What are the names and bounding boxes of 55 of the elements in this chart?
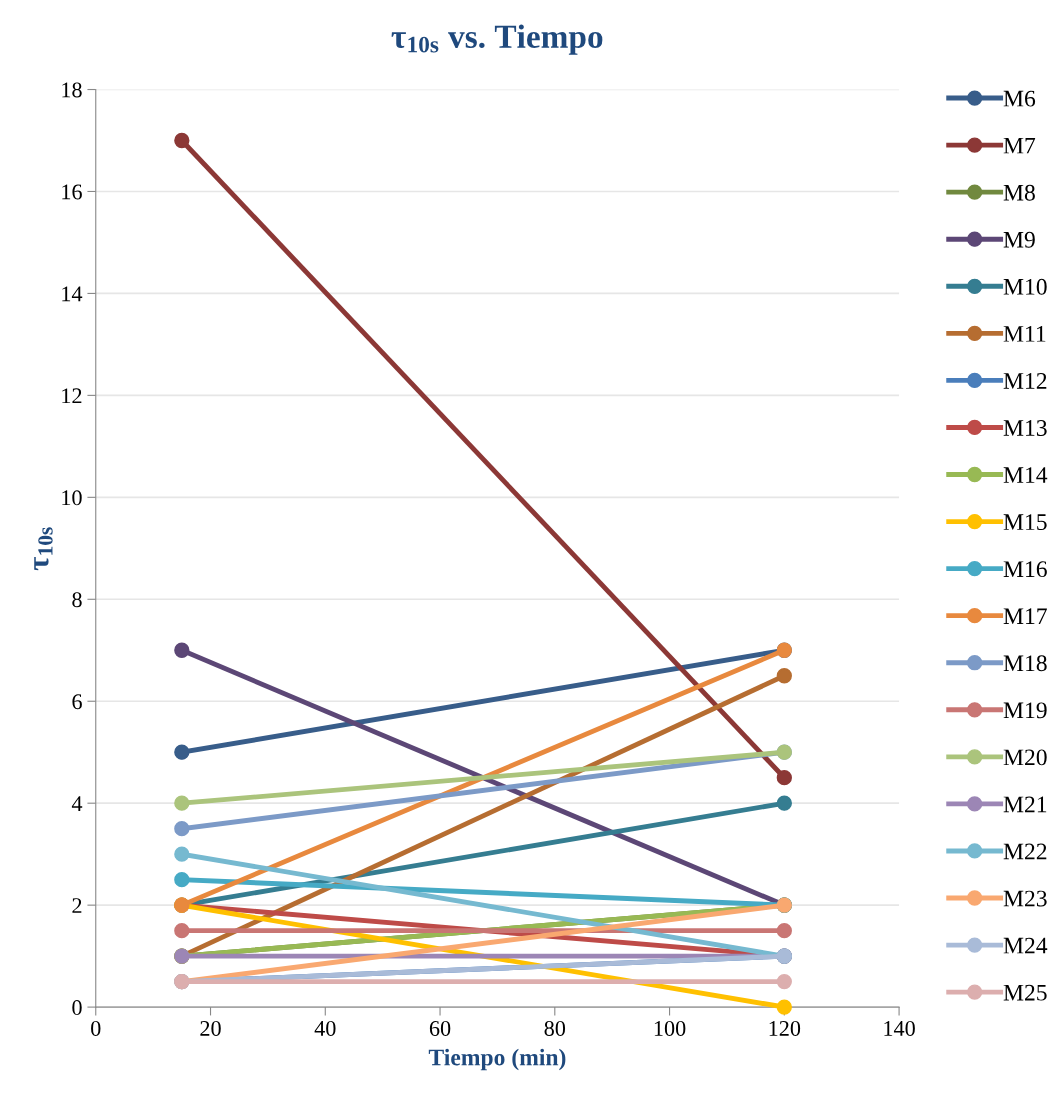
legend-label: M18 [1003,655,1047,672]
legend-label: M24 [1003,937,1048,954]
y-tick-label: 6 [72,694,82,710]
legend-label: M14 [1003,467,1048,483]
chart-title: τ$_{10s}$ vs. Tiempo [391,24,603,55]
y-tick-label: 0 [72,1000,82,1016]
legend-label: M10 [1003,278,1047,295]
x-tick-label: 140 [884,1020,915,1036]
point [776,973,792,990]
x-tick-label: 80 [544,1020,566,1036]
y-tick-label: 18 [62,82,82,98]
legend-label: M8 [1003,184,1035,201]
y-axis-title: τ$_{10s}$ [34,527,53,571]
legend-label: M19 [1003,702,1047,719]
y-tick-label: 16 [62,184,82,200]
legend-label: M22 [1003,843,1047,860]
point [174,642,190,658]
legend-label: M7 [1003,137,1036,154]
legend-label: M11 [1003,326,1046,342]
point [174,795,190,811]
point [776,795,792,811]
y-tick-label: 2 [72,898,82,913]
x-tick-label: 100 [654,1020,686,1036]
x-tick-label: 60 [429,1020,451,1036]
point [776,668,792,684]
y-tick-label: 4 [71,796,83,811]
legend-label: M9 [1003,231,1035,248]
point [174,872,190,888]
y-tick-label: 10 [62,490,82,506]
legend-label: M12 [1003,373,1047,389]
x-axis-title: Tiempo (min) [428,1048,566,1071]
y-tick-label: 12 [62,388,82,404]
legend-label: M16 [1003,561,1047,578]
x-tick-label: 120 [769,1020,801,1036]
y-tick-label: 8 [72,592,82,608]
legend-label: M17 [1003,608,1047,624]
legend-label: M6 [1003,90,1036,107]
point [776,770,792,786]
legend-label: M25 [1003,984,1047,1001]
legend-label: M15 [1003,514,1047,531]
point [776,999,792,1015]
point [174,821,190,837]
legend-label: M13 [1003,420,1047,436]
x-tick-label: 20 [200,1020,221,1036]
legend-label: M21 [1003,796,1047,813]
x-tick-label: 0 [91,1020,101,1036]
point [174,846,190,862]
point [174,922,190,939]
point [174,744,190,760]
x-tick-label: 40 [314,1020,336,1036]
point [776,922,792,939]
legend-label: M23 [1003,890,1047,907]
legend-label: M20 [1003,749,1047,766]
y-tick-label: 14 [62,286,83,302]
point [174,132,190,149]
